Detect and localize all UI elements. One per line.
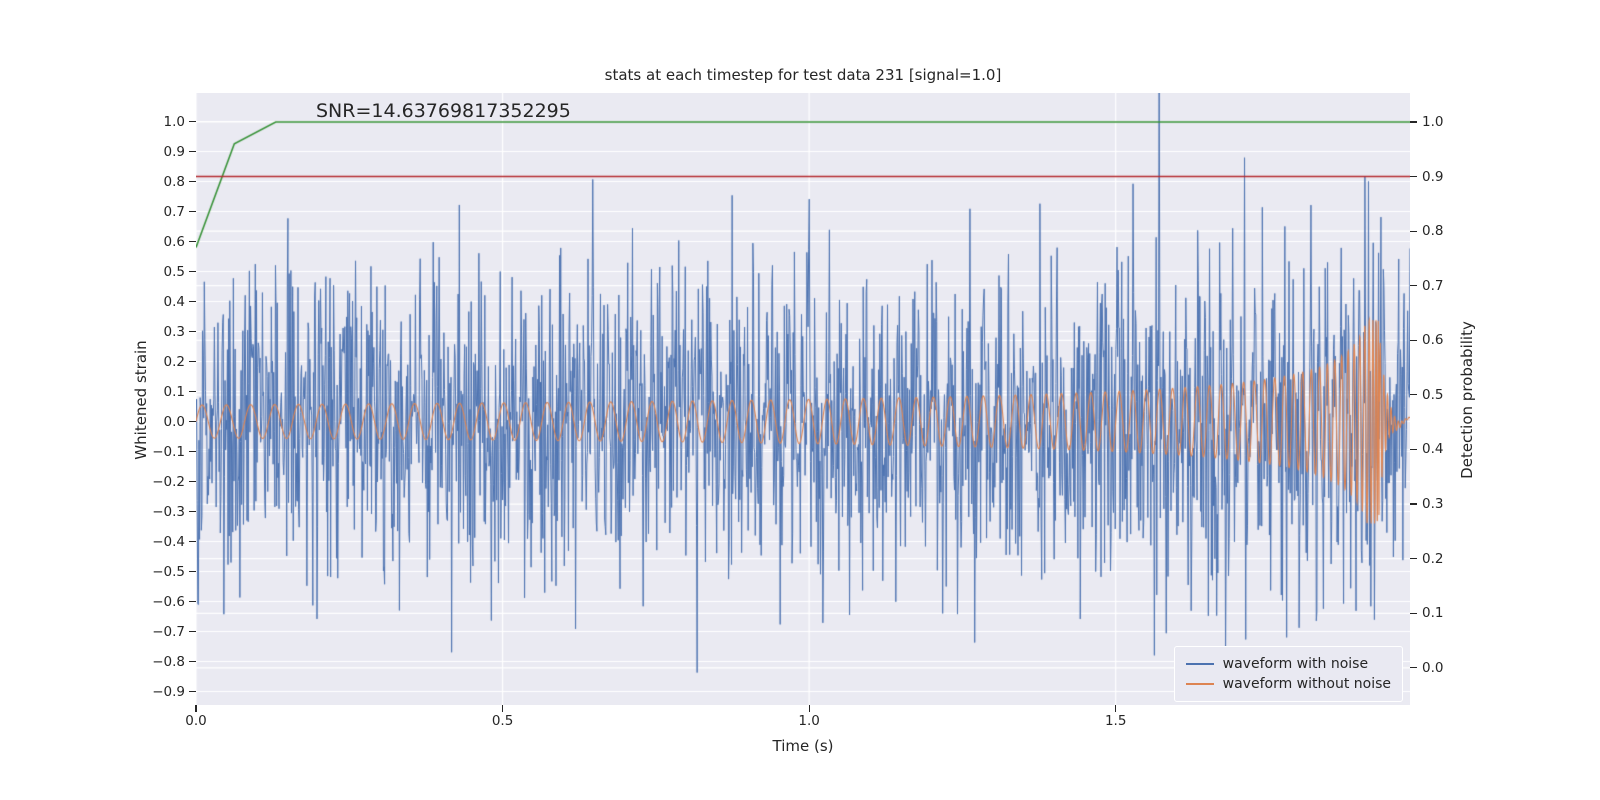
tick-label: −0.8 bbox=[152, 653, 185, 670]
tick-mark bbox=[189, 360, 196, 363]
tick-label: 0.6 bbox=[1422, 332, 1444, 349]
legend-item-noise: waveform with noise bbox=[1185, 654, 1391, 674]
tick-label: 1.0 bbox=[1422, 113, 1444, 130]
tick-label: −0.3 bbox=[152, 503, 185, 520]
tick-label: 0.5 bbox=[163, 263, 185, 280]
tick-label: 0.2 bbox=[163, 353, 185, 370]
tick-mark bbox=[1410, 612, 1417, 614]
tick-label: 0.3 bbox=[1422, 496, 1444, 513]
tick-mark bbox=[1410, 175, 1417, 178]
tick-label: −0.5 bbox=[152, 563, 185, 580]
tick-mark bbox=[189, 150, 196, 153]
x-axis-label: Time (s) bbox=[772, 737, 834, 755]
tick-label: 0.5 bbox=[491, 713, 514, 729]
tick-mark bbox=[189, 480, 196, 483]
tick-mark bbox=[501, 705, 504, 712]
tick-label: 0.9 bbox=[1422, 168, 1444, 185]
tick-label: 1.5 bbox=[1104, 713, 1127, 729]
tick-mark bbox=[1115, 705, 1117, 712]
tick-mark bbox=[189, 510, 196, 513]
legend-label-signal: waveform without noise bbox=[1222, 676, 1391, 692]
tick-mark bbox=[189, 180, 196, 183]
tick-label: −0.6 bbox=[152, 593, 185, 610]
tick-mark bbox=[189, 570, 196, 573]
tick-label: 0.4 bbox=[1422, 441, 1444, 458]
tick-label: 1.0 bbox=[163, 113, 185, 130]
tick-label: 0.8 bbox=[1422, 223, 1444, 240]
tick-mark bbox=[189, 330, 196, 333]
legend-swatch-signal-line bbox=[1185, 683, 1214, 685]
tick-mark bbox=[189, 210, 196, 213]
tick-mark bbox=[189, 420, 196, 423]
chart-canvas bbox=[196, 93, 1410, 705]
tick-mark bbox=[189, 660, 196, 663]
tick-label: 0.7 bbox=[1422, 277, 1444, 294]
plot-area bbox=[196, 93, 1410, 705]
tick-mark bbox=[189, 690, 196, 693]
tick-mark bbox=[1410, 230, 1417, 232]
tick-mark bbox=[1410, 503, 1417, 505]
tick-mark bbox=[189, 630, 196, 633]
tick-label: −0.4 bbox=[152, 533, 185, 550]
tick-label: −0.1 bbox=[152, 443, 185, 460]
tick-label: 1.0 bbox=[798, 713, 820, 729]
tick-mark bbox=[189, 240, 196, 243]
legend-item-signal: waveform without noise bbox=[1185, 674, 1391, 694]
tick-mark bbox=[189, 600, 196, 603]
tick-label: 0.0 bbox=[185, 713, 207, 729]
tick-mark bbox=[189, 300, 196, 303]
tick-mark bbox=[1410, 121, 1417, 123]
tick-mark bbox=[1410, 339, 1417, 341]
tick-mark bbox=[189, 390, 196, 393]
tick-label: 0.8 bbox=[163, 173, 185, 190]
tick-mark bbox=[1410, 558, 1417, 560]
tick-mark bbox=[189, 120, 196, 123]
tick-label: 0.1 bbox=[1422, 605, 1444, 622]
tick-label: 0.0 bbox=[1422, 659, 1444, 676]
tick-mark bbox=[1410, 285, 1417, 287]
tick-mark bbox=[195, 705, 197, 712]
legend-label-noise: waveform with noise bbox=[1222, 656, 1369, 672]
y-axis-label-right: Detection probability bbox=[1458, 321, 1476, 479]
legend-swatch-noise-line bbox=[1185, 663, 1214, 665]
tick-mark bbox=[1410, 394, 1417, 396]
tick-label: 0.4 bbox=[163, 293, 185, 310]
tick-label: 0.0 bbox=[163, 413, 185, 430]
tick-label: 0.3 bbox=[163, 323, 185, 340]
tick-label: 0.7 bbox=[163, 203, 185, 220]
tick-mark bbox=[808, 705, 810, 712]
chart-title: stats at each timestep for test data 231… bbox=[604, 66, 1002, 84]
tick-label: −0.9 bbox=[152, 683, 185, 700]
tick-label: 0.2 bbox=[1422, 550, 1444, 567]
legend: waveform with noise waveform without noi… bbox=[1173, 646, 1403, 702]
tick-label: −0.7 bbox=[152, 623, 185, 640]
snr-annotation: SNR=14.63769817352295 bbox=[316, 100, 571, 122]
tick-label: 0.9 bbox=[163, 143, 185, 160]
tick-label: 0.6 bbox=[163, 233, 185, 250]
tick-mark bbox=[189, 270, 196, 273]
tick-mark bbox=[1410, 448, 1417, 451]
tick-mark bbox=[189, 540, 196, 543]
tick-mark bbox=[189, 450, 196, 453]
tick-mark bbox=[1410, 667, 1417, 669]
tick-label: 0.1 bbox=[163, 383, 185, 400]
tick-label: −0.2 bbox=[152, 473, 185, 490]
tick-label: 0.5 bbox=[1422, 386, 1444, 403]
